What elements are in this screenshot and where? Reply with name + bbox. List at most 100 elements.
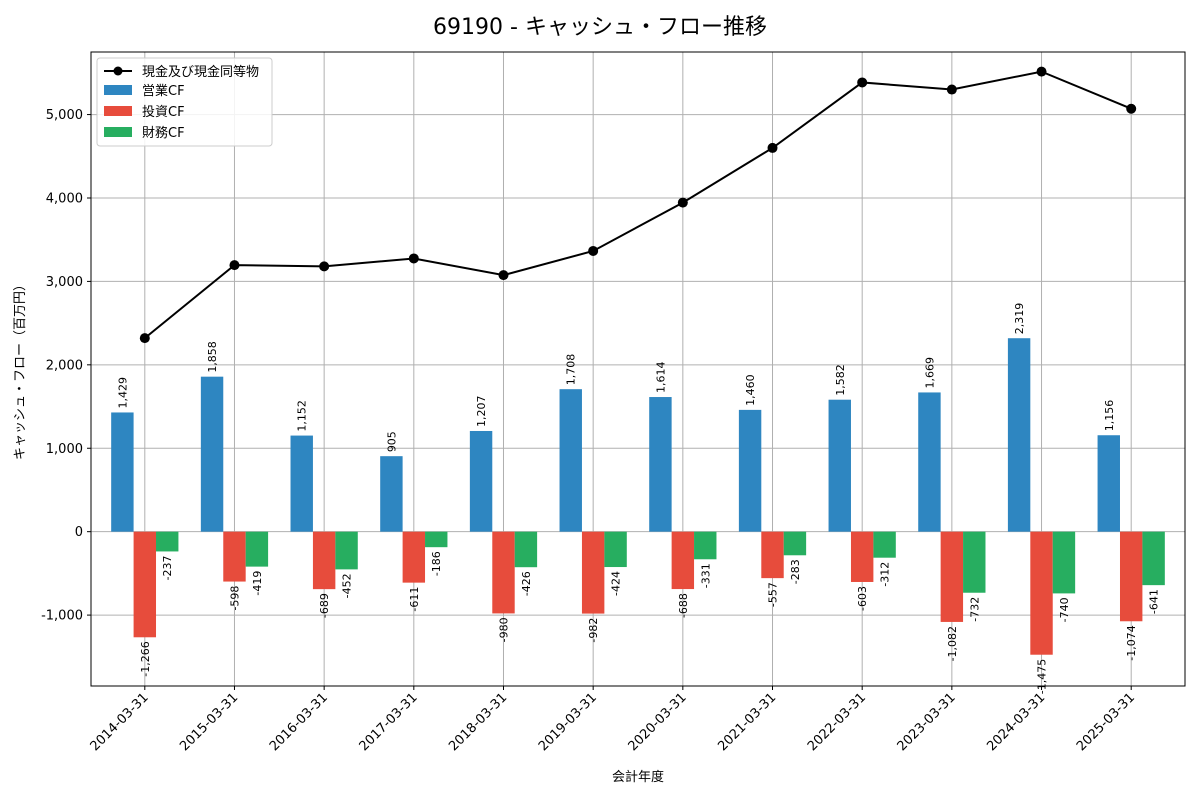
y-tick-label: -1,000 — [41, 609, 83, 624]
cash-point — [588, 245, 599, 256]
bar-value-label: -419 — [251, 571, 264, 596]
y-tick-label: 3,000 — [46, 275, 83, 290]
bar-value-label: -982 — [587, 618, 600, 643]
bar — [200, 376, 224, 532]
bar-value-label: -611 — [408, 587, 421, 612]
bar — [1097, 435, 1120, 532]
bar-value-label: -452 — [341, 573, 354, 598]
legend-label-financing: 財務CF — [142, 126, 185, 141]
y-axis: -1,000 0 1,000 2,000 3,000 4,000 5,000 — [41, 108, 91, 624]
bar — [514, 531, 538, 568]
bar-value-label: -426 — [520, 571, 533, 596]
bar — [335, 531, 358, 570]
bar — [290, 435, 313, 532]
bar — [492, 531, 515, 614]
bar — [559, 389, 582, 532]
bar-value-label: 1,582 — [834, 364, 847, 396]
cash-point — [1036, 66, 1047, 77]
legend-box — [96, 57, 273, 147]
cash-line — [144, 70, 1132, 339]
x-tick-label: 2014-03-31 — [88, 690, 152, 754]
y-tick-label: 5,000 — [46, 108, 83, 123]
bar-value-label: -1,082 — [946, 626, 959, 661]
bar — [761, 531, 784, 579]
bar — [312, 531, 336, 590]
x-axis-label: 会計年度 — [612, 769, 664, 785]
bar — [1007, 338, 1031, 532]
bar-value-label: 1,156 — [1103, 400, 1116, 432]
x-tick-label: 2024-03-31 — [984, 690, 1048, 754]
bar — [604, 531, 627, 568]
bar — [873, 531, 896, 558]
bar-value-label: -186 — [430, 551, 443, 576]
bar-value-label: 905 — [385, 431, 398, 452]
bar-value-label: -312 — [879, 562, 892, 587]
bar-value-label: -1,266 — [139, 641, 152, 676]
legend-swatch-financing — [104, 127, 132, 137]
bar-value-label: -732 — [968, 597, 981, 622]
legend-label-investing: 投資CF — [142, 104, 185, 120]
bar-value-label: 1,858 — [206, 341, 219, 373]
bar — [223, 531, 246, 582]
cash-point — [677, 197, 688, 208]
bar-value-label: 1,460 — [744, 374, 757, 406]
cash-point — [767, 142, 778, 153]
x-tick-label: 2017-03-31 — [357, 690, 421, 754]
legend-label-cash: 現金及び現金同等物 — [142, 64, 259, 80]
bar-value-label: -598 — [228, 586, 241, 611]
bar-value-label: 2,319 — [1013, 303, 1026, 335]
x-tick-label: 2020-03-31 — [626, 690, 690, 754]
x-tick-label: 2019-03-31 — [536, 690, 600, 754]
bar-value-label: -1,074 — [1125, 625, 1138, 660]
x-tick-label: 2022-03-31 — [805, 690, 869, 754]
bar — [425, 531, 448, 548]
plot-frame — [90, 51, 1186, 687]
bar — [1052, 531, 1076, 594]
x-tick-label: 2021-03-31 — [715, 690, 779, 754]
cash-point — [946, 84, 957, 95]
bar — [671, 531, 695, 590]
bar — [245, 531, 269, 567]
bar — [469, 430, 493, 532]
bar — [783, 531, 807, 556]
x-tick-label: 2023-03-31 — [895, 690, 959, 754]
bar-value-label: 1,207 — [475, 395, 488, 426]
cash-point — [408, 253, 419, 264]
bar-value-label: -689 — [318, 593, 331, 618]
bar — [1030, 531, 1053, 655]
bar-value-label: -980 — [497, 617, 510, 642]
x-tick-label: 2016-03-31 — [267, 690, 331, 754]
bar — [581, 531, 605, 614]
data-labels-layer: 1,429 -1,266 -237 1,858 -598 -419 1,152 -689 -45… — [116, 303, 1160, 694]
cash-point — [1126, 103, 1137, 114]
cash-point — [319, 261, 330, 272]
bar — [918, 392, 941, 532]
legend-dot-marker — [113, 66, 123, 76]
bar-value-label: -740 — [1058, 597, 1071, 622]
bar — [1119, 531, 1143, 622]
bar-value-label: 1,669 — [923, 357, 936, 389]
bar-value-label: 1,614 — [654, 362, 667, 394]
bar — [156, 531, 179, 552]
bar-value-label: -283 — [789, 559, 802, 584]
bar-value-label: -688 — [677, 593, 690, 618]
bar-value-label: -557 — [767, 582, 780, 607]
bar-value-label: -603 — [856, 586, 869, 611]
bar-value-label: -1,475 — [1036, 659, 1049, 694]
bar — [850, 531, 874, 582]
bar — [963, 531, 986, 593]
cash-point — [498, 270, 509, 281]
x-axis: 2014-03-31 2015-03-31 2016-03-31 2017-03-31… — [88, 686, 1138, 754]
line-layer — [139, 66, 1137, 344]
bar-value-label: -641 — [1148, 589, 1161, 614]
bar-value-label: -424 — [610, 571, 623, 596]
y-axis-label: キャッシュ・フロー（百万円） — [13, 278, 28, 460]
y-tick-label: 0 — [75, 525, 83, 540]
x-tick-label: 2015-03-31 — [177, 690, 241, 754]
bar — [828, 399, 851, 532]
bar — [694, 531, 717, 560]
bar — [380, 456, 403, 532]
bar-value-label: -237 — [161, 555, 174, 580]
